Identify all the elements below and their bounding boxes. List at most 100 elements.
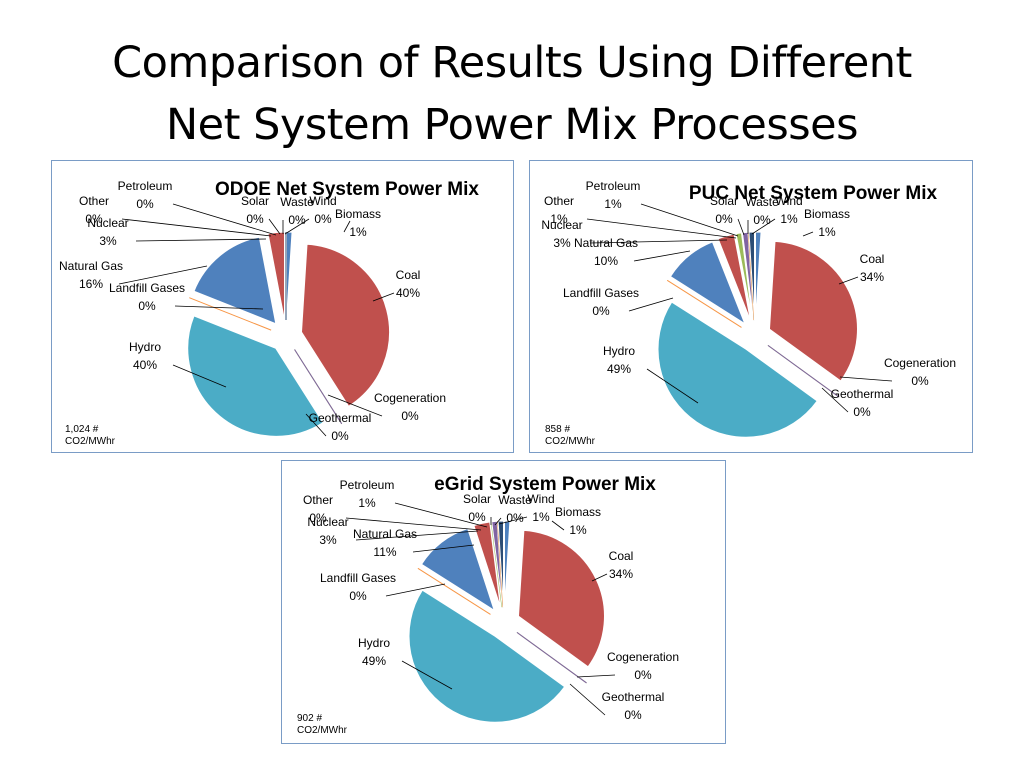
egrid-note-line-2: CO2/MWhr <box>297 725 347 736</box>
odoe-label-hydro: Hydro 40% <box>129 340 161 372</box>
egrid-label-value-landfill-gases: 0% <box>349 589 367 603</box>
puc-label-name-wind: Wind <box>775 194 802 208</box>
odoe-label-natural-gas: Natural Gas 16% <box>59 259 123 291</box>
egrid-leader-waste <box>494 517 502 526</box>
puc-slice-geothermal <box>767 345 840 398</box>
odoe-note-line-2: CO2/MWhr <box>65 436 115 447</box>
puc-pie-chart: PUC Net System Power Mix Biomass 1% Coal 34%… <box>529 160 973 453</box>
puc-label-name-coal: Coal <box>860 252 885 266</box>
egrid-label-value-coal: 34% <box>609 567 633 581</box>
egrid-label-name-wind: Wind <box>527 492 554 506</box>
odoe-label-value-petroleum: 0% <box>136 197 154 211</box>
odoe-label-name-other: Other <box>79 194 109 208</box>
egrid-leader-cogeneration <box>576 674 616 678</box>
egrid-label-landfill-gases: Landfill Gases 0% <box>320 571 396 603</box>
odoe-leader-other <box>121 218 272 237</box>
egrid-emission-note: 902 # CO2/MWhr <box>297 713 347 737</box>
odoe-label-name-waste: Waste <box>280 195 314 209</box>
puc-slice-landfill-gases <box>666 279 742 328</box>
puc-label-hydro: Hydro 49% <box>603 344 635 376</box>
egrid-leader-hydro <box>401 660 453 690</box>
egrid-label-value-petroleum: 1% <box>358 496 376 510</box>
egrid-label-name-nuclear: Nuclear <box>307 515 348 529</box>
egrid-label-coal: Coal 34% <box>609 549 634 581</box>
puc-label-name-geothermal: Geothermal <box>831 387 894 401</box>
odoe-emission-note: 1,024 # CO2/MWhr <box>65 424 115 448</box>
odoe-label-value-wind: 0% <box>314 212 332 226</box>
egrid-label-value-hydro: 49% <box>362 654 386 668</box>
egrid-label-other: Other 0% <box>303 493 333 525</box>
puc-leader-petroleum <box>640 203 739 237</box>
puc-pie-svg: PUC Net System Power Mix Biomass 1% Coal 34%… <box>541 179 956 438</box>
odoe-label-solar: Solar 0% <box>241 194 269 226</box>
puc-leader-geothermal <box>821 387 849 413</box>
puc-label-value-waste: 0% <box>753 213 771 227</box>
odoe-slice-coal <box>300 243 390 408</box>
odoe-slice-natural-gas <box>193 236 277 325</box>
odoe-label-name-wind: Wind <box>309 194 336 208</box>
odoe-label-biomass: Biomass 1% <box>335 207 381 239</box>
odoe-label-geothermal: Geothermal 0% <box>309 411 372 443</box>
egrid-label-value-wind: 1% <box>532 510 550 524</box>
odoe-label-name-solar: Solar <box>241 194 269 208</box>
puc-label-name-landfill-gases: Landfill Gases <box>563 286 639 300</box>
egrid-label-name-cogeneration: Cogeneration <box>607 650 679 664</box>
puc-label-name-other: Other <box>544 194 574 208</box>
puc-label-value-landfill-gases: 0% <box>592 304 610 318</box>
puc-leader-solar <box>737 218 745 236</box>
egrid-slice-biomass <box>504 520 511 608</box>
odoe-label-name-coal: Coal <box>396 268 421 282</box>
egrid-leader-petroleum <box>394 502 488 528</box>
egrid-label-value-biomass: 1% <box>569 523 587 537</box>
puc-leader-hydro <box>646 368 699 404</box>
odoe-leader-geothermal <box>305 413 327 437</box>
puc-emission-note: 858 # CO2/MWhr <box>545 424 595 448</box>
egrid-label-name-geothermal: Geothermal <box>602 690 665 704</box>
egrid-leader-geothermal <box>569 683 606 716</box>
odoe-label-name-landfill-gases: Landfill Gases <box>109 281 185 295</box>
egrid-label-wind: Wind 1% <box>527 492 554 524</box>
puc-label-nuclear: Nuclear 3% <box>541 218 582 250</box>
puc-label-petroleum: Petroleum 1% <box>586 179 641 211</box>
puc-label-landfill-gases: Landfill Gases 0% <box>563 286 639 318</box>
egrid-note-line-1: 902 # <box>297 713 323 724</box>
odoe-label-value-other: 0% <box>85 212 103 226</box>
puc-leader-landfill-gases <box>628 297 674 312</box>
puc-label-value-biomass: 1% <box>818 225 836 239</box>
egrid-slice-geothermal <box>516 632 587 684</box>
egrid-label-hydro: Hydro 49% <box>358 636 390 668</box>
odoe-label-cogeneration: Cogeneration 0% <box>374 391 446 423</box>
puc-label-value-hydro: 49% <box>607 362 631 376</box>
egrid-label-value-cogeneration: 0% <box>634 668 652 682</box>
puc-label-value-solar: 0% <box>715 212 733 226</box>
odoe-slice-biomass <box>286 231 293 321</box>
odoe-label-name-biomass: Biomass <box>335 207 381 221</box>
puc-note-line-2: CO2/MWhr <box>545 436 595 447</box>
puc-slice-natural-gas <box>669 241 746 325</box>
egrid-pie-chart: eGrid System Power Mix Biomass 1% Coal 34% Co… <box>281 460 726 744</box>
odoe-pie-svg: ODOE Net System Power Mix Biomass 1% Coal 40… <box>59 179 479 443</box>
egrid-label-biomass: Biomass 1% <box>555 505 601 537</box>
egrid-label-name-coal: Coal <box>609 549 634 563</box>
odoe-leader-landfill-gases <box>174 305 264 310</box>
egrid-label-solar: Solar 0% <box>463 492 491 524</box>
egrid-label-cogeneration: Cogeneration 0% <box>607 650 679 682</box>
egrid-label-waste: Waste 0% <box>498 493 532 525</box>
puc-label-coal: Coal 34% <box>860 252 885 284</box>
puc-label-other: Other 1% <box>544 194 574 226</box>
odoe-slice-nuclear <box>267 231 285 321</box>
egrid-label-nuclear: Nuclear 3% <box>307 515 348 547</box>
egrid-slice-petroleum <box>491 520 503 608</box>
puc-label-waste: Waste 0% <box>745 195 779 227</box>
puc-slice-coal <box>768 240 858 382</box>
odoe-leader-coal <box>372 292 395 302</box>
puc-slice-other <box>735 232 753 321</box>
odoe-label-value-solar: 0% <box>246 212 264 226</box>
puc-leader-natural-gas <box>633 250 691 262</box>
egrid-label-value-geothermal: 0% <box>624 708 642 722</box>
puc-label-wind: Wind 1% <box>775 194 802 226</box>
puc-slice-hydro <box>657 301 818 438</box>
odoe-label-name-nuclear: Nuclear <box>87 216 128 230</box>
egrid-label-name-biomass: Biomass <box>555 505 601 519</box>
